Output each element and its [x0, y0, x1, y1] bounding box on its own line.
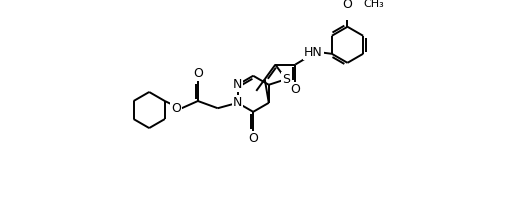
Text: O: O: [290, 83, 300, 96]
Text: O: O: [193, 67, 203, 80]
Text: CH₃: CH₃: [364, 0, 384, 9]
Text: O: O: [343, 0, 352, 11]
Text: S: S: [282, 73, 290, 86]
Text: O: O: [248, 132, 258, 145]
Text: HN: HN: [304, 45, 323, 59]
Text: O: O: [171, 102, 181, 115]
Text: N: N: [233, 96, 242, 109]
Text: N: N: [233, 78, 242, 91]
